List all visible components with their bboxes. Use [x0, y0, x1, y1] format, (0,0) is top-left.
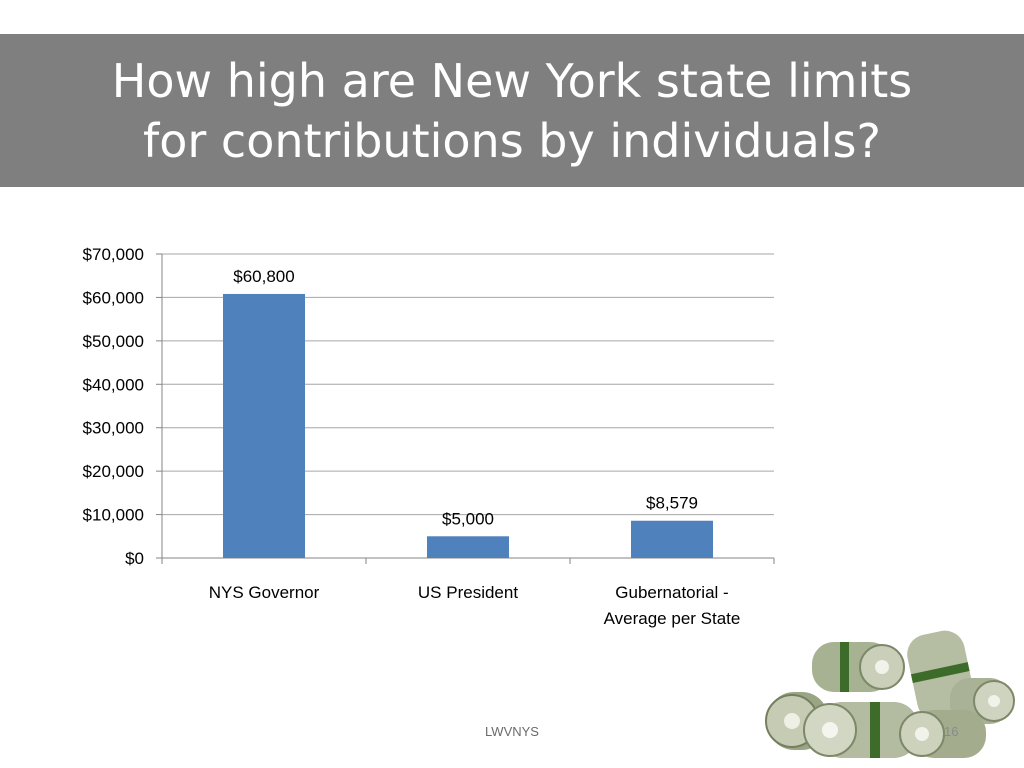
y-axis-tick-label: $30,000 — [83, 419, 144, 438]
page-number: 16 — [944, 724, 959, 739]
money-roll-front-right — [899, 710, 986, 758]
y-axis-tick-label: $0 — [125, 549, 144, 568]
x-axis-category-label: Gubernatorial - — [615, 583, 728, 602]
bar — [427, 536, 509, 558]
money-roll-front-center — [803, 702, 918, 758]
x-axis-category-label: NYS Governor — [209, 583, 320, 602]
money-rolls-illustration — [765, 630, 1015, 758]
slide-title-line-2: for contributions by individuals? — [143, 113, 881, 168]
y-axis-tick-label: $50,000 — [83, 332, 144, 351]
y-axis-tick-label: $40,000 — [83, 375, 144, 394]
data-label: $60,800 — [233, 267, 294, 286]
y-axis-tick-label: $70,000 — [83, 245, 144, 264]
data-label: $8,579 — [646, 494, 698, 513]
contribution-limits-bar-chart: $0 $10,000 $20,000 $30,000 $40,000 $50,000 $60… — [83, 245, 775, 628]
bar — [223, 293, 305, 558]
x-axis-category-label: Average per State — [604, 609, 741, 628]
y-axis-tick-label: $10,000 — [83, 506, 144, 525]
footer-label: LWVNYS — [485, 724, 539, 739]
money-roll-back-left — [812, 642, 905, 692]
data-label: $5,000 — [442, 509, 494, 528]
bar — [631, 520, 713, 558]
slide-title-line-1: How high are New York state limits — [111, 53, 913, 108]
y-axis-tick-label: $20,000 — [83, 462, 144, 481]
slide-title: How high are New York state limits for c… — [0, 34, 1024, 187]
y-axis-tick-label: $60,000 — [83, 288, 144, 307]
x-axis-category-label: US President — [418, 583, 518, 602]
